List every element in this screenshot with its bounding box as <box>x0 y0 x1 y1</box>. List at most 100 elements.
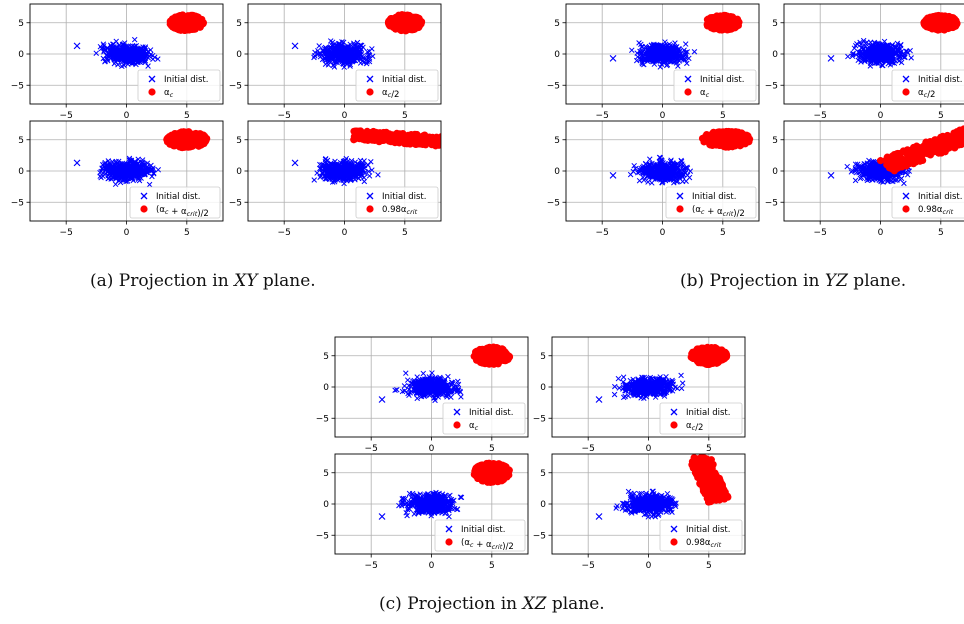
y-tick-label: −5 <box>229 198 242 208</box>
x-tick-label: 0 <box>878 228 884 238</box>
legend-label: Initial dist. <box>918 192 962 202</box>
legend: Initial dist. αc/2 <box>355 69 439 102</box>
initial-outlier-point <box>827 171 835 179</box>
legend-box <box>355 69 439 102</box>
series-group <box>827 11 961 69</box>
x-tick-label: 0 <box>429 561 435 571</box>
legend-label: αc/2 <box>686 421 703 433</box>
legend-marker-final <box>670 538 678 546</box>
legend-marker-initial <box>140 192 148 200</box>
y-tick-label: 5 <box>772 19 778 29</box>
initial-outlier-point <box>378 396 386 403</box>
y-tick-label: 5 <box>772 136 778 146</box>
series-initial-dist <box>73 36 161 70</box>
legend-box <box>129 186 221 219</box>
y-tick-label: −5 <box>11 198 24 208</box>
x-tick-label: 5 <box>938 111 944 121</box>
x-tick-label: 5 <box>720 228 726 238</box>
series-group <box>595 343 731 403</box>
x-tick-label: 0 <box>646 561 652 571</box>
y-tick-label: 0 <box>772 50 778 60</box>
legend-marker-final <box>684 88 692 96</box>
legend-label: (αc + αcrit)/2 <box>461 538 514 552</box>
legend-marker-initial <box>453 408 461 416</box>
legend: Initial dist. (αc + αcrit)/2 <box>665 186 757 219</box>
y-tick-label: 0 <box>554 50 560 60</box>
legend-label: Initial dist. <box>469 408 513 418</box>
y-tick-label: 0 <box>554 167 560 177</box>
legend-label: αc/2 <box>382 88 399 100</box>
y-tick-label: −5 <box>547 198 560 208</box>
legend-label: 0.98αcrit <box>686 538 722 549</box>
y-tick-label: 5 <box>18 136 24 146</box>
y-tick-label: −5 <box>316 414 329 424</box>
series-group <box>609 127 754 186</box>
y-tick-label: 0 <box>540 383 546 393</box>
series-final-dist <box>876 125 964 175</box>
legend-label: (αc + αcrit)/2 <box>692 205 745 219</box>
x-tick-label: 5 <box>706 444 712 454</box>
y-tick-label: −5 <box>533 414 546 424</box>
x-tick-label: −5 <box>814 111 827 121</box>
legend-box <box>891 186 964 219</box>
x-tick-label: −5 <box>596 228 609 238</box>
series-initial-dist <box>827 37 914 69</box>
legend: Initial dist. αc/2 <box>659 402 743 435</box>
series-final-dist <box>166 11 207 35</box>
series-final-dist <box>470 343 514 368</box>
x-tick-label: −5 <box>365 444 378 454</box>
legend-box <box>665 186 757 219</box>
series-initial-dist <box>73 155 162 188</box>
chart-group-c: −5 0 5 −5 0 5 Initial dist. αc −5 0 5 −5 0 5 Initial d… <box>316 336 746 571</box>
legend-box <box>659 519 743 552</box>
y-tick-label: 5 <box>18 19 24 29</box>
y-tick-label: 0 <box>236 167 242 177</box>
subplot-a-4: −5 0 5 −5 0 5 Initial dist. 0.98αcrit <box>229 120 442 238</box>
series-final-dist <box>687 343 731 369</box>
legend: Initial dist. αc <box>137 69 221 102</box>
series-initial-dist <box>609 154 694 186</box>
legend: Initial dist. (αc + αcrit)/2 <box>434 519 526 552</box>
series-initial-dist <box>378 370 464 404</box>
series-initial-dist <box>291 155 381 187</box>
series-group <box>73 128 211 188</box>
y-tick-label: −5 <box>765 198 778 208</box>
series-group <box>378 343 514 404</box>
series-final-dist <box>384 11 426 35</box>
series-group <box>291 11 426 70</box>
series-initial-dist <box>609 39 698 70</box>
x-tick-label: 5 <box>184 111 190 121</box>
legend-marker-initial <box>148 75 156 83</box>
x-tick-label: 5 <box>720 111 726 121</box>
x-tick-label: −5 <box>596 111 609 121</box>
x-tick-label: −5 <box>582 444 595 454</box>
plots-canvas: −5 0 5 −5 0 5 Initial dist. αc −5 0 5 −5 0 5 Initial d… <box>11 3 964 571</box>
series-group <box>595 454 732 520</box>
y-tick-label: 5 <box>554 19 560 29</box>
subplot-b-1: −5 0 5 −5 0 5 Initial dist. αc <box>547 3 760 121</box>
initial-outlier-point <box>73 159 81 167</box>
legend-label: (αc + αcrit)/2 <box>156 205 209 219</box>
legend: Initial dist. (αc + αcrit)/2 <box>129 186 221 219</box>
x-tick-label: 0 <box>646 444 652 454</box>
legend-label: Initial dist. <box>918 75 962 85</box>
series-final-dist <box>920 11 961 34</box>
series-group <box>827 125 964 187</box>
legend-marker-final <box>148 88 156 96</box>
legend-label: αc/2 <box>918 88 935 100</box>
series-initial-dist <box>595 372 686 403</box>
y-tick-label: −5 <box>765 81 778 91</box>
y-tick-label: 5 <box>236 19 242 29</box>
x-tick-label: 0 <box>429 444 435 454</box>
legend-marker-initial <box>902 75 910 83</box>
series-final-dist <box>163 128 211 152</box>
y-tick-label: 5 <box>554 136 560 146</box>
series-initial-dist <box>595 488 679 520</box>
initial-outlier-point <box>291 42 299 50</box>
series-group <box>378 459 513 520</box>
x-tick-label: 5 <box>489 561 495 571</box>
y-tick-label: −5 <box>316 531 329 541</box>
legend-marker-final <box>140 205 148 213</box>
x-tick-label: 0 <box>660 111 666 121</box>
